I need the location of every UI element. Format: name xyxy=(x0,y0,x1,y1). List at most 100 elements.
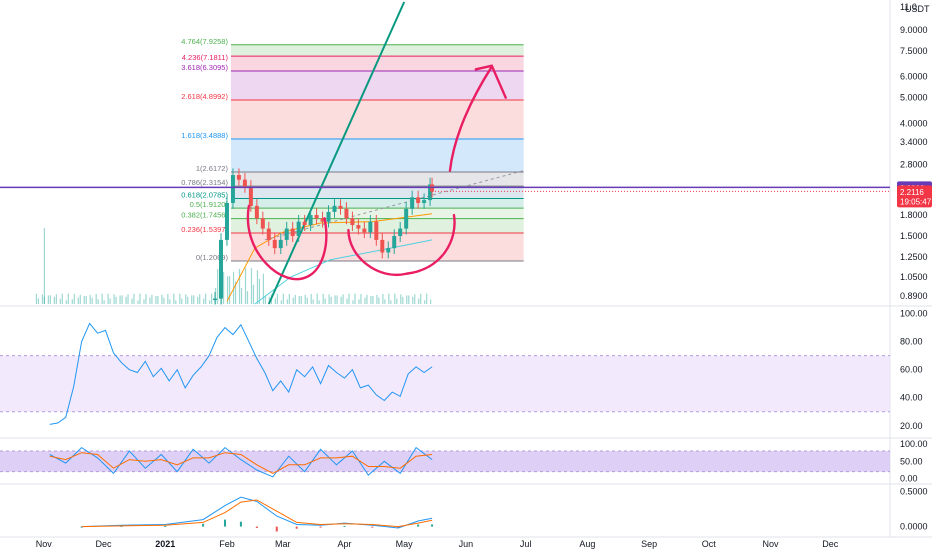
candle-body xyxy=(392,236,397,249)
volume-bar xyxy=(127,294,129,304)
stoch-rsi-pane[interactable] xyxy=(0,446,890,478)
volume-bar xyxy=(288,293,290,304)
volume-bar xyxy=(211,293,213,304)
time-tick-label: Apr xyxy=(337,539,351,549)
fib-zone xyxy=(230,172,524,187)
volume-bar xyxy=(65,300,67,304)
macd-histogram-bar xyxy=(223,519,226,527)
candle-body xyxy=(416,197,421,203)
rsi-pane[interactable] xyxy=(0,322,890,425)
candle-body xyxy=(326,211,331,222)
time-tick-label: Nov xyxy=(36,539,53,549)
volume-bar xyxy=(37,298,40,304)
candle-body xyxy=(260,218,265,229)
volume-bar xyxy=(234,281,237,304)
volume-bar xyxy=(47,295,49,304)
fib-level-label: 0.618(2.0785) xyxy=(181,191,228,200)
price-tick-label: 11.0 xyxy=(900,2,917,12)
volume-bar xyxy=(139,293,141,304)
macd-pane[interactable] xyxy=(80,496,434,532)
price-tick-label: 0.8900 xyxy=(900,291,928,301)
stoch-k-line xyxy=(49,446,433,478)
volume-bar xyxy=(228,276,231,304)
macd-histogram-bar xyxy=(343,525,346,527)
time-tick-label: Aug xyxy=(579,539,595,549)
volume-bar xyxy=(89,294,91,304)
volume-bar xyxy=(364,297,366,304)
time-axis[interactable]: Nov Dec 2021 Feb Mar Apr May Jun Jul Aug Sep Oct Nov… xyxy=(36,539,839,549)
volume-bar xyxy=(286,299,288,304)
volume-bar xyxy=(55,294,57,304)
target-arrow-shaft xyxy=(448,65,493,172)
time-tick-label: Oct xyxy=(702,539,717,549)
fib-level-label: 1.618(3.4888) xyxy=(181,131,228,140)
volume-bar xyxy=(418,298,420,304)
fib-level-label: 0.382(1.7456) xyxy=(181,211,228,220)
macd-tick-label: 0.0000 xyxy=(900,522,928,532)
fib-level-label: 0.786(2.3154) xyxy=(181,178,228,187)
macd-line xyxy=(81,496,433,529)
volume-bar xyxy=(175,300,177,304)
price-axis[interactable]: 11.0 9.0000 7.5000 6.0000 5.0000 4.0000 3.4000… xyxy=(897,2,932,532)
fib-level-label: 4.236(7.1811) xyxy=(182,53,229,62)
volume-bar xyxy=(125,296,127,304)
volume-bar xyxy=(306,297,308,304)
volume-bar xyxy=(366,294,368,304)
volume-bar xyxy=(167,293,169,304)
macd-histogram-bar xyxy=(397,526,400,528)
time-tick-label: Jun xyxy=(459,539,474,549)
price-pane[interactable]: 0(1.2069) 0.236(1.5397) 0.382(1.7456) 0.5(1… xyxy=(0,0,932,538)
candle-body xyxy=(410,197,415,209)
rsi-tick-label: 40.00 xyxy=(900,393,923,403)
volume-bar xyxy=(91,297,93,304)
candle-body xyxy=(272,239,277,249)
rsi-tick-label: 100.00 xyxy=(900,309,928,319)
volume-bar xyxy=(252,284,255,304)
volume-bar xyxy=(406,295,408,304)
volume-bar xyxy=(119,295,121,304)
stoch-band xyxy=(0,451,890,472)
candle-body xyxy=(302,221,307,226)
volume-bar xyxy=(424,300,426,304)
volume-bar xyxy=(71,299,73,304)
volume-bar xyxy=(185,294,187,304)
macd-histogram-bar xyxy=(417,524,420,527)
time-tick-label: Mar xyxy=(275,539,291,549)
macd-histogram-bar xyxy=(275,526,278,532)
time-tick-label: Dec xyxy=(96,539,113,549)
candle-body xyxy=(224,202,229,240)
macd-histogram-bar xyxy=(431,524,434,527)
candle-body xyxy=(356,225,361,229)
volume-bar xyxy=(197,296,199,304)
fib-level-label: 3.618(6.3095) xyxy=(181,63,228,72)
fib-zone xyxy=(230,100,524,140)
volume-bar xyxy=(408,295,410,304)
volume-bar xyxy=(59,298,61,304)
volume-bar xyxy=(430,299,432,304)
volume-bar xyxy=(215,287,217,304)
candle-body xyxy=(368,221,373,233)
trend-line-steep xyxy=(267,1,406,305)
candle-body xyxy=(266,228,271,240)
volume-bar xyxy=(179,293,181,304)
volume-bar xyxy=(43,296,46,304)
volume-bar xyxy=(346,298,348,304)
rsi-tick-label: 60.00 xyxy=(900,365,923,375)
candle-body xyxy=(314,215,319,219)
volume-bar xyxy=(264,295,267,304)
stoch-d-line xyxy=(49,452,433,474)
price-tick-label: 7.5000 xyxy=(900,46,928,56)
volume-bar xyxy=(330,296,332,304)
volume-bar xyxy=(240,287,243,304)
rsi-tick-label: 80.00 xyxy=(900,337,923,347)
volume-bar xyxy=(109,298,111,304)
volume-bar xyxy=(258,278,261,304)
volume-bar xyxy=(348,293,350,304)
target-arrow-head xyxy=(474,64,507,99)
volume-bar xyxy=(358,299,360,304)
candle-body xyxy=(230,175,235,203)
volume-bar xyxy=(83,296,85,304)
volume-bar xyxy=(396,298,398,304)
